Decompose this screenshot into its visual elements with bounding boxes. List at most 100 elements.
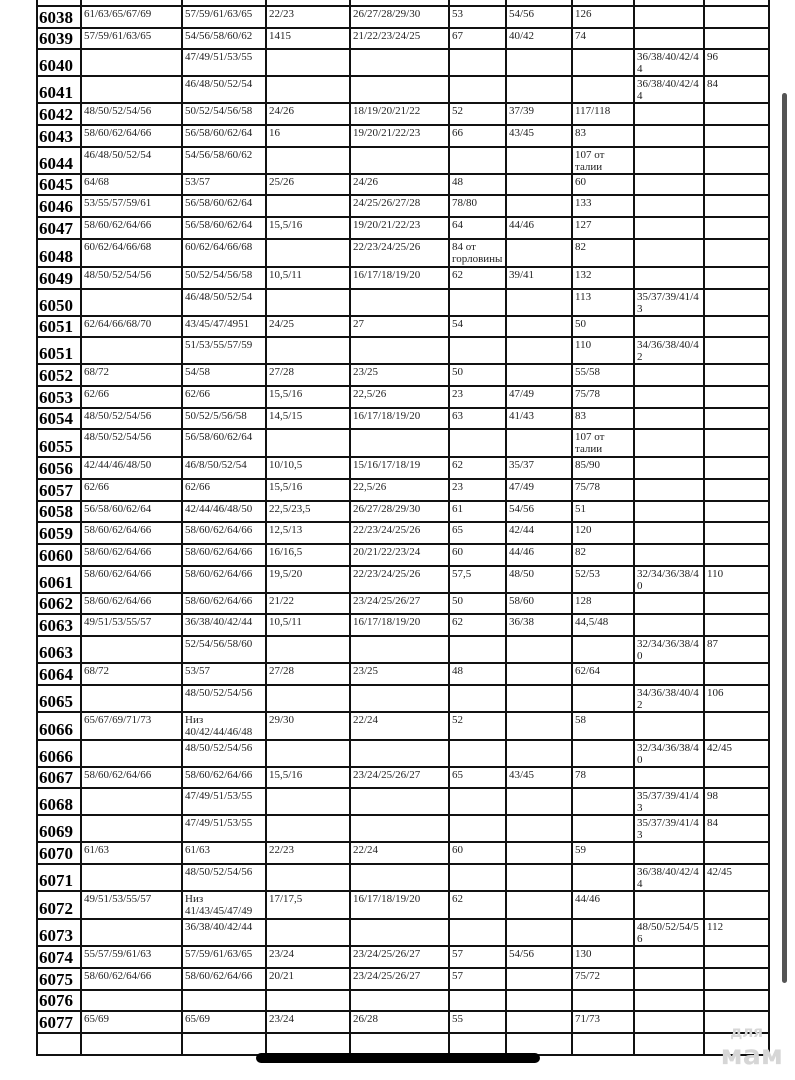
table-row: 6063 52/54/56/58/60 32/34/36/38/40 87 [36, 635, 770, 665]
model-number-cell: 6076 [36, 988, 82, 1013]
size-cell: 51 [571, 499, 635, 524]
model-number-cell: 6064 [36, 662, 82, 686]
size-cell: 21/22/23/24/25 [349, 26, 450, 51]
size-cell [703, 314, 770, 339]
scrollbar[interactable] [782, 93, 787, 983]
size-cell: 46/8/50/52/54 [181, 456, 267, 480]
size-cell: 61/63 [181, 841, 267, 866]
watermark-line2: мам [720, 1040, 783, 1071]
table-row: 6072 49/51/53/55/57 Низ 41/43/45/47/49 17/1… [36, 890, 770, 921]
size-cell [349, 863, 450, 893]
size-cell: 46/48/50/52/54 [181, 75, 267, 105]
size-cell: 48/50/52/54/56 [80, 102, 183, 127]
size-cell: 41/43 [505, 406, 573, 431]
table-row: 6077 65/69 65/69 23/24 26/28 55 71/73 [36, 1010, 770, 1034]
size-cell: 32/34/36/38/40 [633, 635, 705, 665]
size-cell [80, 918, 183, 948]
size-cell [349, 75, 450, 105]
size-cell: 23/25 [349, 662, 450, 686]
size-cell [703, 710, 770, 741]
size-cell: 16/16,5 [265, 543, 351, 567]
size-cell: 85/90 [571, 456, 635, 480]
size-cell: 83 [571, 124, 635, 148]
size-cell: 66 [448, 124, 507, 148]
model-number-cell: 6066 [36, 710, 82, 741]
size-cell: 133 [571, 194, 635, 219]
model-number-cell: 6039 [36, 26, 82, 51]
size-cell [448, 738, 507, 768]
size-cell: 62/64/66/68/70 [80, 314, 183, 339]
size-cell: 15/16/17/18/19 [349, 456, 450, 480]
size-cell [633, 710, 705, 741]
size-cell: 44/46 [505, 543, 573, 567]
size-cell [703, 384, 770, 409]
table-row: 6066 65/67/69/71/73 Низ 40/42/44/46/48 29/3… [36, 710, 770, 741]
size-cell [703, 966, 770, 991]
size-cell: 62 [448, 456, 507, 480]
model-number-cell: 6048 [36, 237, 82, 268]
size-cell [349, 814, 450, 844]
size-cell: 23/24/25/26/27 [349, 765, 450, 790]
table-row: 6053 62/66 62/66 15,5/16 22,5/26 23 47/49 75/78 [36, 384, 770, 409]
size-cell: 48 [448, 662, 507, 686]
size-cell [80, 75, 183, 105]
size-cell [448, 48, 507, 78]
size-cell [265, 237, 351, 268]
table-body: 6038 61/63/65/67/69 57/59/61/63/65 22/23 26/… [36, 0, 770, 1056]
size-cell [265, 145, 351, 175]
home-indicator[interactable] [256, 1053, 540, 1063]
size-cell [505, 314, 573, 339]
table-row: 6070 61/63 61/63 22/23 22/24 60 59 [36, 841, 770, 866]
size-cell [703, 477, 770, 502]
size-cell: 37/39 [505, 102, 573, 127]
size-cell [181, 988, 267, 1013]
size-cell: 74 [571, 26, 635, 51]
size-cell [80, 787, 183, 817]
table-row: 6064 68/72 53/57 27/28 23/25 48 62/64 [36, 662, 770, 686]
size-cell: 26/27/28/29/30 [349, 5, 450, 29]
size-cell [571, 1031, 635, 1056]
size-cell: 36/38/40/42/44 [181, 918, 267, 948]
size-cell [448, 683, 507, 713]
table-row: 6065 48/50/52/54/56 34/36/38/40/42 106 [36, 683, 770, 713]
size-cell [265, 75, 351, 105]
size-cell: 40/42 [505, 26, 573, 51]
size-cell [571, 988, 635, 1013]
size-cell: 60 [448, 841, 507, 866]
table-row: 6061 58/60/62/64/66 58/60/62/64/66 19,5/20 2… [36, 564, 770, 594]
size-cell: 58/60 [505, 591, 573, 616]
table-row: 6052 68/72 54/58 27/28 23/25 50 55/58 [36, 363, 770, 387]
size-cell [633, 428, 705, 459]
size-cell [703, 613, 770, 638]
size-cell [505, 75, 573, 105]
size-cell: 43/45/47/4951 [181, 314, 267, 339]
size-cell [703, 499, 770, 524]
size-cell: 23/24/25/26/27 [349, 966, 450, 991]
table-row: 6051 51/53/55/57/59 110 34/36/38/40/42 [36, 336, 770, 366]
size-cell [633, 145, 705, 175]
size-cell [571, 48, 635, 78]
size-cell [349, 918, 450, 948]
size-cell: 127 [571, 216, 635, 240]
model-number-cell: 6044 [36, 145, 82, 175]
size-cell: 61/63 [80, 841, 183, 866]
size-cell [265, 863, 351, 893]
size-cell: 71/73 [571, 1010, 635, 1034]
size-cell: 48/50/52/54/56 [80, 428, 183, 459]
size-cell [633, 591, 705, 616]
size-cell [571, 738, 635, 768]
model-number-cell: 6073 [36, 918, 82, 948]
size-cell: 27/28 [265, 363, 351, 387]
size-cell: 20/21/22/23/24 [349, 543, 450, 567]
model-number-cell: 6069 [36, 814, 82, 844]
size-cell [703, 237, 770, 268]
size-cell: 60 [448, 543, 507, 567]
table-row: 6059 58/60/62/64/66 58/60/62/64/66 12,5/13 2… [36, 521, 770, 545]
size-cell: 44,5/48 [571, 613, 635, 638]
size-cell [703, 194, 770, 219]
size-cell [571, 683, 635, 713]
size-cell [349, 428, 450, 459]
model-number-cell: 6060 [36, 543, 82, 567]
size-cell: 22,5/26 [349, 477, 450, 502]
size-cell: 84 [703, 75, 770, 105]
